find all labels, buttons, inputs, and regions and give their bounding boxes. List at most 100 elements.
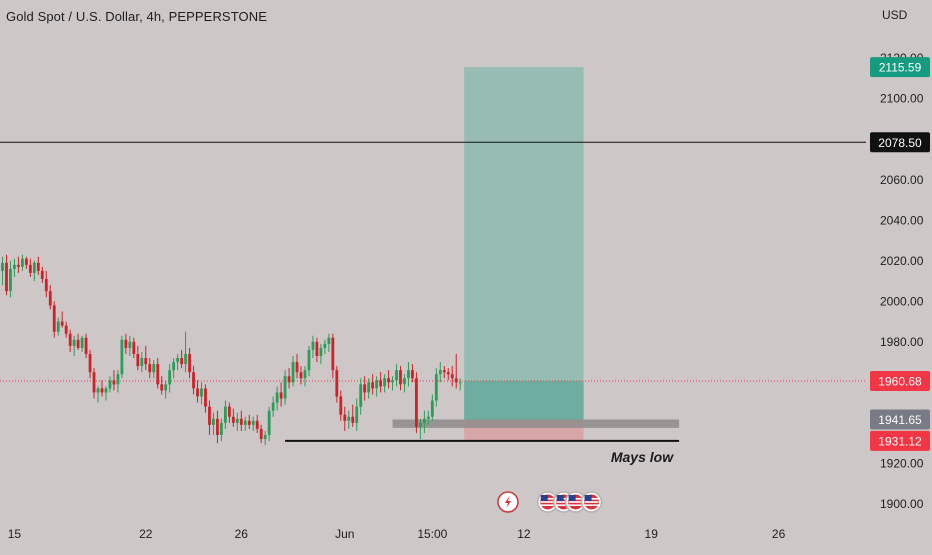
candle: [391, 376, 394, 391]
candle-body: [68, 333, 72, 346]
price-tag-label: 2078.50: [878, 136, 922, 150]
x-tick-label: 19: [645, 527, 659, 541]
candle: [112, 370, 116, 391]
candle-body: [426, 416, 430, 419]
candle-body: [279, 392, 283, 399]
candle-body: [422, 418, 426, 423]
candle-body: [144, 358, 148, 365]
candle: [307, 345, 311, 377]
candle: [379, 372, 382, 393]
candle-body: [383, 378, 386, 387]
candle: [40, 266, 44, 284]
candle-body: [395, 370, 398, 381]
candle-body: [184, 353, 187, 365]
candle-body: [303, 370, 307, 379]
candle-body: [454, 378, 458, 383]
candle: [395, 364, 398, 387]
candle-body: [299, 372, 303, 379]
price-tag-box: [870, 57, 930, 78]
candle: [196, 380, 199, 403]
candle: [335, 366, 339, 403]
candle-body: [152, 364, 156, 373]
candle-body: [387, 378, 390, 383]
candle-body: [331, 337, 335, 371]
candle: [223, 400, 227, 429]
candle-body: [176, 358, 180, 363]
candle: [100, 380, 104, 397]
candle-body: [363, 384, 367, 393]
candle: [44, 270, 48, 298]
candle-body: [239, 418, 243, 425]
candle: [80, 335, 84, 352]
candle-body: [44, 279, 48, 292]
candle: [160, 376, 164, 395]
candle-body: [415, 378, 418, 427]
candle: [152, 360, 156, 379]
candle-body: [419, 422, 422, 427]
candle: [403, 374, 406, 393]
candle: [259, 424, 263, 444]
candle: [351, 404, 355, 427]
flag-stripe: [556, 504, 571, 506]
candle-body: [160, 384, 164, 391]
candle: [271, 396, 275, 417]
candle: [96, 386, 100, 403]
candle: [303, 366, 307, 387]
candle-body: [84, 337, 88, 354]
y-tick-label: 2100.00: [880, 92, 924, 106]
candle-body: [136, 353, 140, 367]
candle-body: [315, 341, 319, 356]
candle-body: [100, 388, 104, 393]
candle-body: [403, 378, 406, 385]
candle-body: [132, 341, 136, 354]
candle-body: [220, 422, 223, 435]
candle: [216, 410, 219, 444]
candle: [68, 329, 72, 352]
candle-body: [323, 343, 327, 348]
candle-body: [88, 353, 92, 373]
candle: [36, 256, 40, 275]
candle-body: [339, 396, 343, 415]
candle-body: [411, 370, 414, 379]
candle: [1, 256, 4, 286]
candle: [315, 337, 319, 363]
candle: [164, 380, 168, 399]
candle: [200, 382, 203, 405]
x-tick-label: 15: [8, 527, 22, 541]
candle-body: [48, 291, 52, 306]
candle: [407, 362, 410, 387]
candle: [251, 416, 255, 431]
candle: [434, 368, 438, 407]
candle-body: [13, 264, 16, 269]
candle: [255, 414, 259, 433]
candle: [13, 258, 16, 277]
candle: [48, 285, 52, 310]
level-lines: [0, 141, 866, 442]
candle: [72, 335, 76, 356]
candle-body: [60, 321, 64, 326]
flag-stripe: [556, 501, 571, 503]
candle: [144, 345, 148, 371]
candle: [21, 254, 24, 271]
candle-body: [263, 434, 267, 440]
candle-body: [204, 388, 207, 407]
price-tag-label: 1941.65: [878, 413, 922, 427]
candle-body: [52, 305, 56, 332]
x-tick-label: 12: [517, 527, 531, 541]
candle-body: [223, 406, 227, 423]
candle-body: [391, 380, 394, 383]
candle: [52, 301, 56, 338]
candle: [136, 345, 140, 371]
candle-body: [80, 337, 84, 348]
candle-body: [192, 372, 195, 389]
price-tag-label: 1931.12: [878, 434, 922, 448]
candle-body: [188, 353, 191, 373]
candle-body: [446, 372, 450, 375]
candle-body: [212, 418, 215, 425]
flag-stripe: [540, 504, 555, 506]
candle-body: [442, 370, 446, 373]
candle-body: [180, 358, 183, 365]
candle-body: [247, 420, 251, 425]
